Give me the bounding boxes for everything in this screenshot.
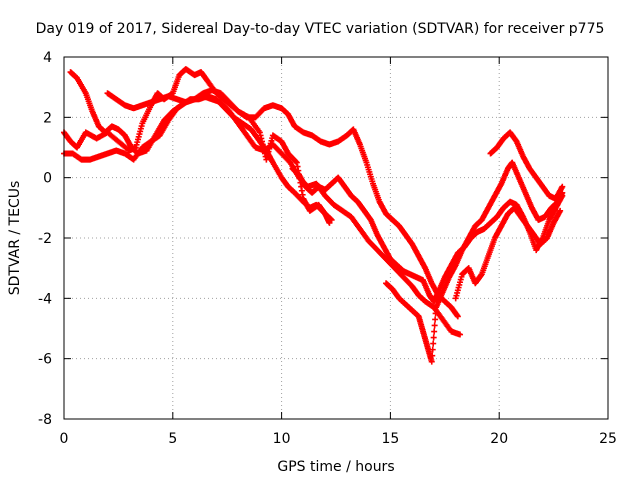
data-series-track-2 — [67, 69, 333, 226]
data-point — [430, 340, 437, 347]
axis-ticks: 0 5 10 15 20 25 -8 -6 -4 -2 0 2 4 — [38, 50, 617, 447]
data-point — [292, 158, 299, 165]
x-tick-label: 10 — [273, 431, 291, 447]
y-tick-label: -2 — [38, 231, 52, 247]
data-point — [326, 219, 333, 226]
data-series-track-6 — [383, 159, 566, 365]
data-point — [557, 207, 564, 214]
data-points — [61, 66, 566, 365]
x-tick-label: 25 — [599, 431, 617, 447]
y-tick-label: 0 — [43, 171, 52, 187]
data-point — [457, 331, 464, 338]
data-series-track-1 — [61, 66, 335, 223]
data-point — [559, 183, 566, 190]
data-point — [432, 310, 439, 317]
y-tick-label: 4 — [43, 50, 52, 66]
y-tick-label: -8 — [38, 412, 52, 428]
data-series-track-7 — [487, 129, 566, 202]
x-tick-label: 0 — [60, 431, 69, 447]
data-point — [429, 352, 436, 359]
data-series-track-8 — [452, 204, 564, 302]
y-axis-label: SDTVAR / TECUs — [7, 181, 23, 296]
x-axis-label: GPS time / hours — [277, 459, 394, 475]
y-tick-label: 2 — [43, 110, 52, 126]
x-tick-label: 20 — [490, 431, 508, 447]
data-point — [431, 328, 438, 335]
y-tick-label: -6 — [38, 352, 52, 368]
data-series-track-4 — [104, 87, 461, 320]
data-point — [430, 334, 437, 341]
x-tick-label: 15 — [381, 431, 399, 447]
y-tick-label: -4 — [38, 291, 52, 307]
chart-title: Day 019 of 2017, Sidereal Day-to-day VTE… — [36, 21, 605, 37]
data-point — [429, 346, 436, 353]
data-point — [454, 313, 461, 320]
data-point — [432, 316, 439, 323]
data-point — [431, 322, 438, 329]
x-tick-label: 5 — [168, 431, 177, 447]
data-point — [428, 358, 435, 365]
